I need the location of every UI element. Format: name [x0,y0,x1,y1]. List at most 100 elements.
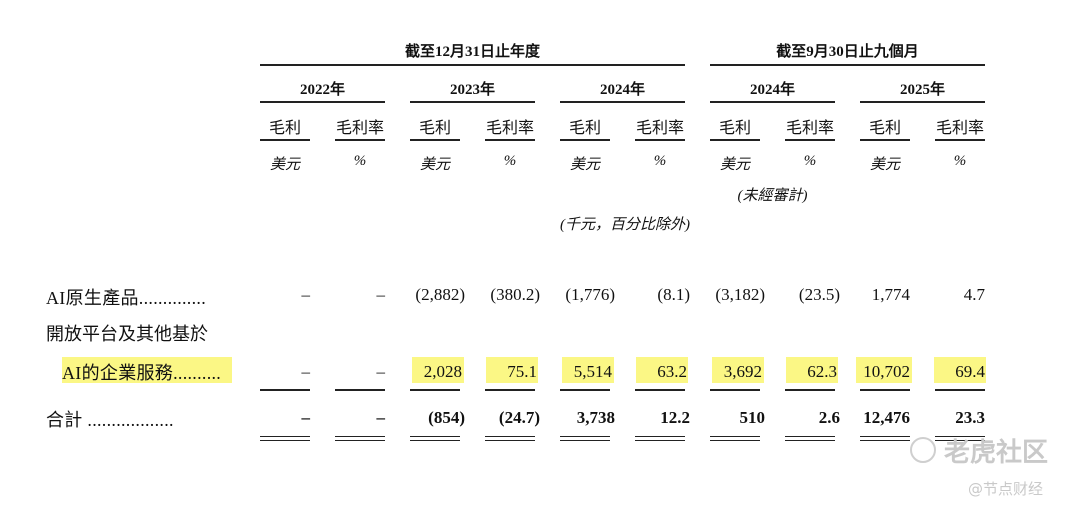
thousands-note: (千元，百分比除外) [560,217,690,233]
cell-2025-9m-gross-profit: 1,774 [871,285,910,304]
cell-2024-gross-profit: 5,514 [573,362,612,381]
subtotal-line [560,389,610,391]
unaudited-note: (未經審計) [737,188,808,204]
subtotal-line [785,389,835,391]
unit-usd: 美元 [869,157,900,173]
row-label-ai-native-products: AI原生產品.............. [46,288,206,308]
col-header-gross-profit: 毛利 [868,120,901,137]
cell-total-2023-gross-margin: (24.7) [498,408,540,427]
total-double-line [410,436,460,441]
row-label-ai-enterprise-services: AI的企業服務.......... [62,363,222,383]
highlight-label [62,357,232,383]
subtotal-line [260,389,310,391]
col-header-gross-profit: 毛利 [568,120,601,137]
highlight-cell [712,357,764,383]
cell-2023-gross-margin: 75.1 [507,362,537,381]
group-underline-fy [260,64,685,66]
watermark-source: @节点财经 [968,480,1044,498]
row-label-open-platform-line1: 開放平台及其他基於 [46,324,208,344]
year-underline [860,101,985,103]
col-header-gross-margin: 毛利率 [935,120,984,137]
year-header-2025-9m: 2025年 [899,82,945,98]
subtotal-line [710,389,760,391]
subtotal-line [935,389,985,391]
col-underline [785,139,835,141]
col-header-gross-profit: 毛利 [268,120,301,137]
group-header-nine-months: 截至9月30日止九個月 [776,44,919,60]
col-underline [860,139,910,141]
col-underline [335,139,385,141]
subtotal-line [335,389,385,391]
year-underline [410,101,535,103]
unit-usd: 美元 [269,157,300,173]
unit-usd: 美元 [719,157,750,173]
total-double-line [785,436,835,441]
cell-2024-gross-profit: (1,776) [565,285,615,304]
cell-2024-9m-gross-profit: 3,692 [723,362,762,381]
col-underline [710,139,760,141]
unit-percent: % [953,153,967,169]
cell-2025-9m-gross-margin: 69.4 [955,362,985,381]
total-double-line [560,436,610,441]
cell-2024-gross-margin: 63.2 [657,362,687,381]
cell-total-2024-gross-profit: 3,738 [576,408,615,427]
highlight-cell [486,357,538,383]
cell-2025-9m-gross-margin: 4.7 [963,285,985,304]
col-underline [560,139,610,141]
col-underline [260,139,310,141]
subtotal-line [410,389,460,391]
group-header-fiscal-year: 截至12月31日止年度 [404,44,540,60]
cell-2024-9m-gross-margin: (23.5) [798,285,840,304]
cell-total-2023-gross-profit: (854) [428,408,465,427]
total-double-line [935,436,985,441]
cell-2024-gross-margin: (8.1) [657,285,690,304]
col-underline [485,139,535,141]
subtotal-line [485,389,535,391]
cell-total-2025-9m-gross-margin: 23.3 [955,408,985,427]
total-double-line [710,436,760,441]
highlight-cell [934,357,986,383]
year-underline [560,101,685,103]
cell-2023-gross-margin: (380.2) [490,285,540,304]
col-underline [410,139,460,141]
unit-percent: % [353,153,367,169]
cell-2023-gross-profit: (2,882) [415,285,465,304]
highlight-cell [412,357,464,383]
col-header-gross-margin: 毛利率 [635,120,684,137]
unit-percent: % [653,153,667,169]
col-header-gross-margin: 毛利率 [485,120,534,137]
year-header-2024-9m: 2024年 [749,82,795,98]
year-header-2023: 2023年 [449,82,495,98]
cell-2022-gross-profit: – [301,285,311,304]
cell-total-2024-gross-margin: 12.2 [660,408,690,427]
col-header-gross-profit: 毛利 [418,120,451,137]
unit-percent: % [803,153,817,169]
highlight-cell [786,357,838,383]
unit-usd: 美元 [419,157,450,173]
total-double-line [485,436,535,441]
highlight-cell [636,357,688,383]
cell-total-2022-gross-margin: – [376,408,386,427]
year-header-2024: 2024年 [599,82,645,98]
year-underline [710,101,835,103]
highlight-cell [856,357,912,383]
cell-total-2024-9m-gross-margin: 2.6 [818,408,840,427]
highlight-cell [562,357,614,383]
col-underline [635,139,685,141]
row-label-total: 合計 .................. [46,410,174,430]
col-header-gross-profit: 毛利 [718,120,751,137]
total-double-line [335,436,385,441]
watermark-logo-icon [910,437,936,463]
cell-2024-9m-gross-profit: (3,182) [715,285,765,304]
col-header-gross-margin: 毛利率 [785,120,834,137]
col-underline [935,139,985,141]
cell-total-2025-9m-gross-profit: 12,476 [863,408,910,427]
year-underline [260,101,385,103]
subtotal-line [860,389,910,391]
cell-2024-9m-gross-margin: 62.3 [807,362,837,381]
cell-total-2024-9m-gross-profit: 510 [739,408,766,427]
cell-2022-gross-margin: – [376,362,386,381]
cell-2025-9m-gross-profit: 10,702 [863,362,910,381]
group-underline-9m [710,64,985,66]
col-header-gross-margin: 毛利率 [335,120,384,137]
